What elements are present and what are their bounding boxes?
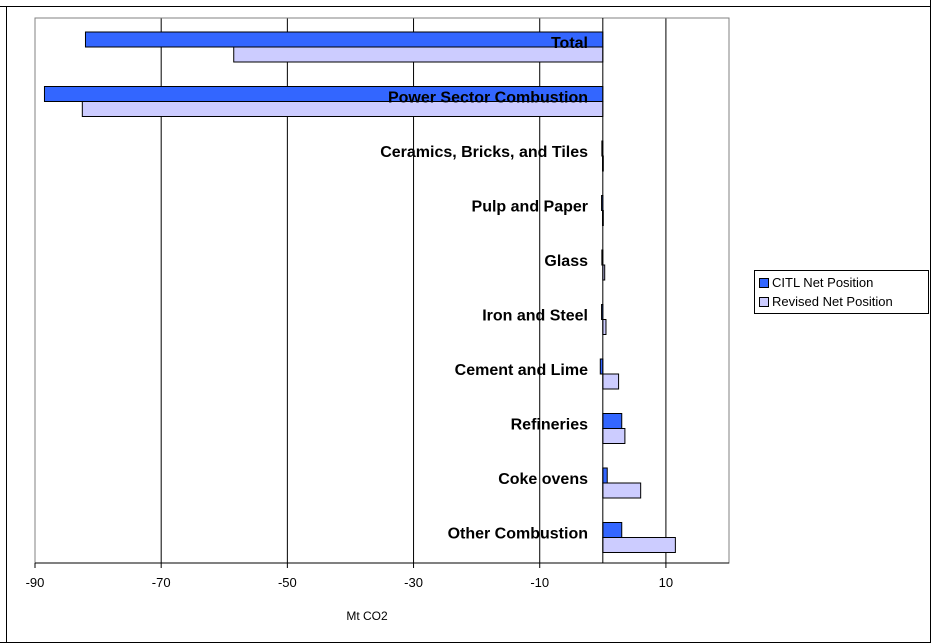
category-label: Total: [551, 35, 588, 52]
x-tick-label: -10: [530, 575, 549, 590]
legend-label-revised: Revised Net Position: [772, 294, 893, 309]
x-axis-title: Mt CO2: [346, 609, 388, 623]
bar-revised: [602, 537, 676, 553]
x-tick-label: 10: [659, 575, 673, 590]
x-tick-label: -50: [278, 575, 297, 590]
bar-revised: [233, 46, 604, 63]
category-label: Pulp and Paper: [472, 199, 588, 216]
legend-item-revised: Revised Net Position: [759, 292, 924, 311]
bar-revised: [602, 428, 626, 444]
frame-left-edge: [6, 6, 7, 643]
category-label: Power Sector Combustion: [388, 90, 588, 107]
bar-citl: [602, 413, 623, 429]
bar-revised: [602, 373, 620, 390]
bar-revised: [602, 482, 642, 499]
legend-item-citl: CITL Net Position: [759, 273, 924, 292]
chart-legend: CITL Net Position Revised Net Position: [754, 270, 929, 314]
legend-label-citl: CITL Net Position: [772, 275, 874, 290]
category-label: Iron and Steel: [482, 308, 588, 325]
category-label: Other Combustion: [448, 526, 588, 543]
frame-top-edge: [0, 6, 931, 7]
category-label: Ceramics, Bricks, and Tiles: [380, 144, 588, 161]
category-label: Cement and Lime: [455, 362, 588, 379]
legend-swatch-revised: [759, 296, 769, 307]
category-label: Refineries: [511, 417, 588, 434]
x-tick-label: -90: [26, 575, 45, 590]
bar-citl: [84, 31, 604, 48]
bar-citl: [602, 522, 623, 538]
legend-swatch-citl: [759, 277, 769, 288]
category-label: Glass: [544, 253, 588, 270]
x-tick-label: -70: [152, 575, 171, 590]
bar-citl: [602, 467, 608, 484]
x-tick-label: -30: [404, 575, 423, 590]
category-label: Coke ovens: [498, 471, 588, 488]
